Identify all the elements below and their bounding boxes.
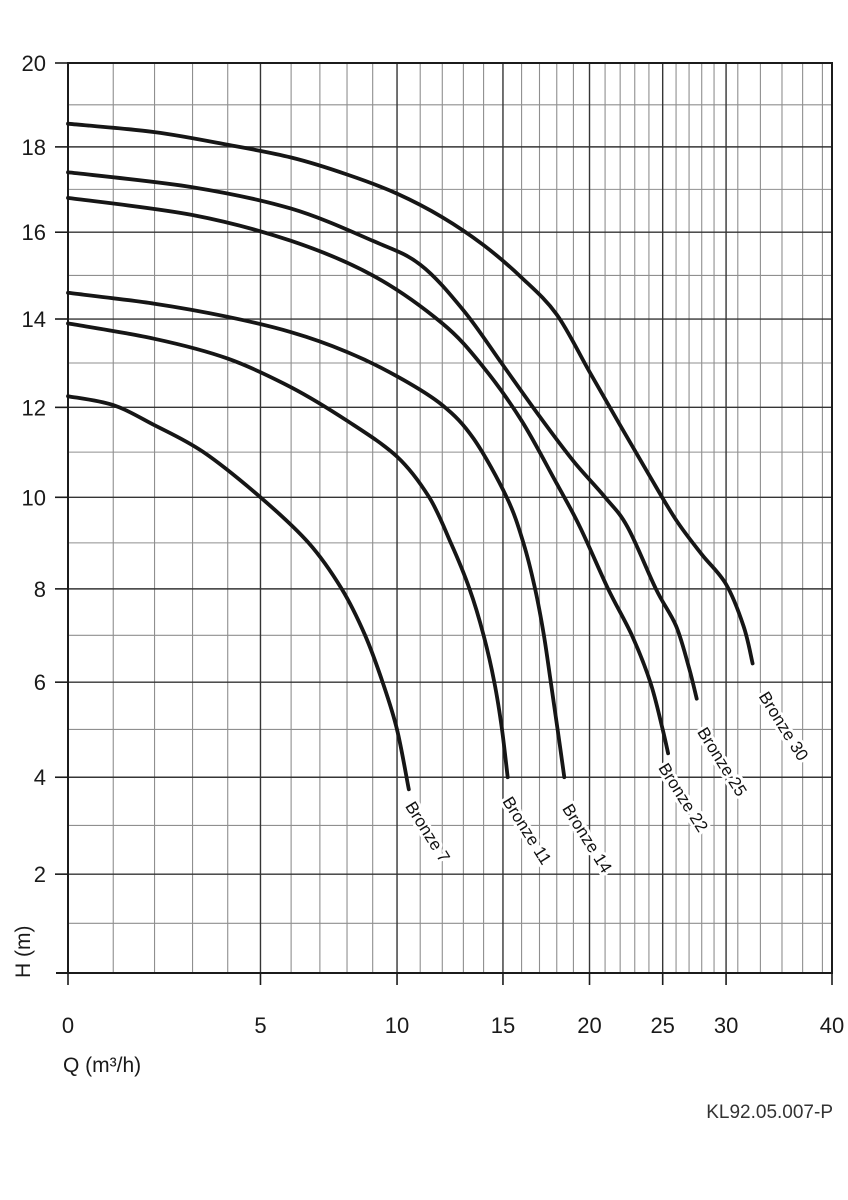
y-tick-label: 10 bbox=[22, 485, 46, 510]
y-tick-label: 18 bbox=[22, 135, 46, 160]
x-tick-label: 10 bbox=[385, 1013, 409, 1038]
x-tick-label: 5 bbox=[254, 1013, 266, 1038]
plot-frame bbox=[56, 62, 833, 974]
plot-border bbox=[67, 62, 833, 974]
y-tick-label: 2 bbox=[34, 862, 46, 887]
curve-label-bronze-7: Bronze 7 bbox=[401, 798, 453, 866]
curve-bronze-11 bbox=[66, 321, 510, 780]
curve-bronze-30 bbox=[66, 121, 755, 666]
curve-label-bronze-11: Bronze 11 bbox=[499, 793, 556, 868]
grid-layer bbox=[68, 63, 832, 973]
axis-ticks-and-labels: 0 5 10 15 20 25 30 40 2 4 6 8 10 12 14 16 18 20 bbox=[22, 51, 845, 1038]
curve-bronze-25 bbox=[66, 170, 699, 701]
curve-bronze-22 bbox=[66, 196, 670, 756]
x-tick-label: 40 bbox=[820, 1013, 844, 1038]
y-tick-label: 20 bbox=[22, 51, 46, 76]
y-axis-title: H (m) bbox=[12, 926, 35, 978]
y-tick-label: 4 bbox=[34, 765, 46, 790]
curve-label-bronze-30: Bronze 30 bbox=[755, 688, 812, 764]
y-tick-label: 8 bbox=[34, 577, 46, 602]
x-tick-label: 30 bbox=[714, 1013, 738, 1038]
y-tick-label: 14 bbox=[22, 307, 46, 332]
curve-bronze-7 bbox=[66, 394, 411, 792]
x-tick-label: 25 bbox=[650, 1013, 674, 1038]
y-tick-label: 6 bbox=[34, 670, 46, 695]
curve-bronze-14 bbox=[66, 290, 567, 780]
curve-layer bbox=[66, 121, 755, 792]
y-tick-label: 12 bbox=[22, 395, 46, 420]
document-code: KL92.05.007-P bbox=[706, 1102, 833, 1123]
x-axis-title: Q (m³/h) bbox=[63, 1054, 141, 1077]
x-tick-label: 20 bbox=[577, 1013, 601, 1038]
x-tick-label: 0 bbox=[62, 1013, 74, 1038]
x-tick-label: 15 bbox=[491, 1013, 515, 1038]
y-tick-label: 16 bbox=[22, 220, 46, 245]
curve-label-bronze-14: Bronze 14 bbox=[558, 801, 615, 877]
